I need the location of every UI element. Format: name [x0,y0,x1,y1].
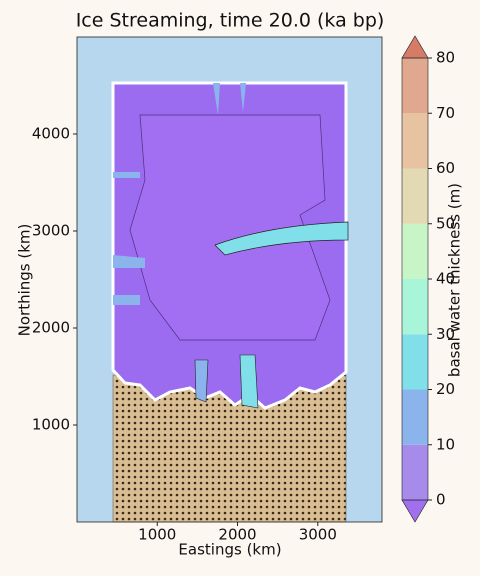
ice-stream [239,354,259,409]
colorbar-segment [402,444,428,500]
colorbar-tick-label: 60 [436,159,455,177]
y-tick-label: 2000 [32,319,70,337]
x-tick-label: 3000 [299,526,337,544]
y-axis-label: Northings (km) [16,224,34,337]
colorbar-tick-label: 50 [436,214,455,232]
colorbar-segment [402,113,428,169]
ice-stream [214,221,349,256]
colorbar-tick-label: 20 [436,380,455,398]
colorbar-segment [402,223,428,279]
x-axis-label: Eastings (km) [178,541,281,559]
ice-stream [213,83,246,115]
colorbar-segment [402,58,428,114]
colorbar-segment [402,334,428,390]
colorbar-label: basal water thickness (m) [446,183,464,377]
colorbar-segment [402,168,428,224]
x-tick-label: 1000 [138,526,176,544]
colorbar-tick-label: 70 [436,104,455,122]
x-tick-label: 2000 [218,526,256,544]
contour [129,114,331,341]
y-tick-label: 3000 [32,222,70,240]
colorbar-tick-label: 10 [436,435,455,453]
plot-frame [76,36,383,523]
colorbar-tick-label: 30 [436,325,455,343]
colorbar-segment [402,279,428,335]
colorbar-tick-label: 80 [436,49,455,67]
ice-stream [194,359,209,403]
y-tick-label: 1000 [32,416,70,434]
chart-title: Ice Streaming, time 20.0 (ka bp) [76,10,385,32]
colorbar-tick-label: 40 [436,270,455,288]
colorbar-tick-label: 0 [436,491,446,509]
colorbar-segment [402,389,428,445]
y-tick-label: 4000 [32,125,70,143]
